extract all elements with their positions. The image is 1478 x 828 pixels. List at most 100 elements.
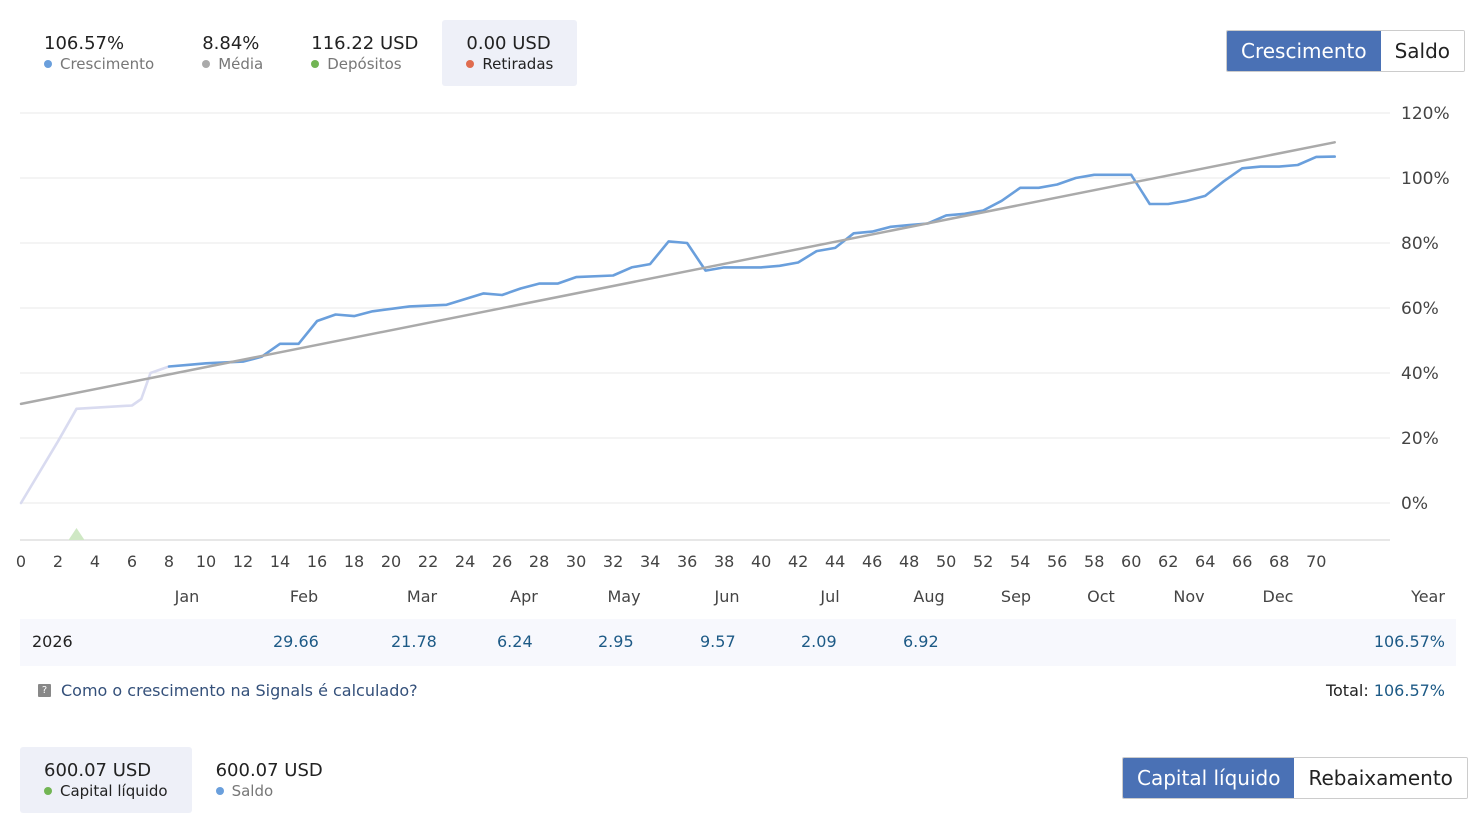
month-value-mar: 6.24 <box>497 632 533 651</box>
balance-tab-button[interactable]: Saldo <box>1380 31 1465 71</box>
x-tick-label: 18 <box>344 552 364 571</box>
x-tick-label: 62 <box>1158 552 1178 571</box>
growth-dot-icon <box>44 60 52 68</box>
month-value-jul: 6.92 <box>903 632 939 651</box>
x-tick-label: 56 <box>1047 552 1067 571</box>
x-tick-label: 44 <box>825 552 845 571</box>
x-tick-label: 52 <box>973 552 993 571</box>
total-label: Total: <box>1325 681 1369 700</box>
x-tick-label: 16 <box>307 552 327 571</box>
stat-growth-label: Crescimento <box>60 55 155 73</box>
y-tick-label: 60% <box>1401 299 1439 319</box>
x-tick-label: 58 <box>1084 552 1104 571</box>
month-label: Apr <box>510 587 538 606</box>
withdrawals-dot-icon <box>466 60 475 68</box>
month-label: Jun <box>714 587 740 606</box>
month-label: Feb <box>290 587 318 606</box>
growth-tab-button[interactable]: Crescimento <box>1227 31 1381 71</box>
equity-chart-toggle: Capital líquido Rebaixamento <box>1122 757 1468 799</box>
year-row: 2026 29.66 21.78 6.24 2.95 9.57 2.09 6.9… <box>20 619 1456 666</box>
month-label: Jul <box>819 587 839 606</box>
x-tick-label: 34 <box>640 552 660 571</box>
stat-deposits[interactable]: 116.22 USD Depósitos <box>287 20 442 86</box>
stat-equity[interactable]: 600.07 USD Capital líquido <box>20 747 192 813</box>
stat-average-value: 8.84% <box>202 33 260 54</box>
y-tick-label: 20% <box>1401 429 1439 449</box>
x-tick-label: 8 <box>164 552 174 571</box>
growth-help-link[interactable]: ? Como o crescimento na Signals é calcul… <box>38 681 418 700</box>
stat-deposits-label: Depósitos <box>327 55 402 73</box>
stat-withdrawals-label: Retiradas <box>482 55 554 73</box>
series-line-trend <box>19 141 1336 406</box>
help-icon: ? <box>38 684 51 697</box>
x-tick-label: 38 <box>714 552 734 571</box>
equity-stats: 600.07 USD Capital líquido 600.07 USD Sa… <box>20 747 347 813</box>
month-label: Mar <box>407 587 438 606</box>
month-label: Dec <box>1263 587 1294 606</box>
x-tick-label: 28 <box>529 552 549 571</box>
month-value-feb: 21.78 <box>391 632 437 651</box>
x-tick-label: 20 <box>381 552 401 571</box>
y-tick-label: 80% <box>1401 234 1439 254</box>
growth-chart: 120%100%80%60%40%20%0%0 2 4 6 8 10 12 14 16 18 20 2… <box>16 104 1450 606</box>
month-value-apr: 2.95 <box>598 632 634 651</box>
stat-withdrawals[interactable]: 0.00 USD Retiradas <box>442 20 578 86</box>
equity-dot-icon <box>44 787 52 795</box>
x-tick-label: 50 <box>936 552 956 571</box>
growth-stats: 106.57% Crescimento 8.84% Média 116.22 U… <box>20 20 578 86</box>
total-growth: Total: 106.57% <box>1326 681 1445 700</box>
stat-balance-value: 600.07 USD <box>215 760 323 781</box>
x-tick-label: 6 <box>127 552 137 571</box>
stat-average[interactable]: 8.84% Média <box>178 20 287 86</box>
x-tick-label: 46 <box>862 552 882 571</box>
month-label: Sep <box>1001 587 1031 606</box>
series-line-growth <box>167 155 1336 368</box>
x-tick-label: 36 <box>677 552 697 571</box>
month-label: Jan <box>174 587 200 606</box>
month-value-may: 9.57 <box>700 632 736 651</box>
drawdown-tab-button[interactable]: Rebaixamento <box>1294 758 1467 798</box>
x-tick-label: 4 <box>90 552 100 571</box>
stat-deposits-value: 116.22 USD <box>311 33 419 54</box>
stat-average-label: Média <box>218 55 264 73</box>
stat-balance-label: Saldo <box>231 782 274 800</box>
average-dot-icon <box>202 60 211 68</box>
stat-growth[interactable]: 106.57% Crescimento <box>20 20 178 86</box>
balance-dot-icon <box>215 787 224 795</box>
x-tick-label: 26 <box>492 552 512 571</box>
y-tick-label: 120% <box>1401 104 1450 124</box>
y-tick-label: 40% <box>1401 364 1439 384</box>
x-tick-label: 2 <box>53 552 63 571</box>
x-tick-label: 64 <box>1195 552 1215 571</box>
x-tick-label: 54 <box>1010 552 1030 571</box>
x-tick-label: 32 <box>603 552 623 571</box>
month-label: Year <box>1410 587 1445 606</box>
stat-growth-value: 106.57% <box>44 33 125 54</box>
x-tick-label: 24 <box>455 552 475 571</box>
stat-equity-label: Capital líquido <box>60 782 168 800</box>
month-value-jan: 29.66 <box>273 632 319 651</box>
x-tick-label: 42 <box>788 552 808 571</box>
x-tick-label: 0 <box>16 552 26 571</box>
growth-help-text: Como o crescimento na Signals é calculad… <box>61 681 418 700</box>
x-tick-label: 12 <box>233 552 253 571</box>
x-tick-label: 14 <box>270 552 290 571</box>
x-tick-label: 30 <box>566 552 586 571</box>
x-tick-label: 22 <box>418 552 438 571</box>
chart-type-toggle: Crescimento Saldo <box>1226 30 1466 72</box>
x-tick-label: 60 <box>1121 552 1141 571</box>
equity-tab-button[interactable]: Capital líquido <box>1123 758 1295 798</box>
month-label: Aug <box>913 587 944 606</box>
x-tick-label: 10 <box>196 552 216 571</box>
month-label: Oct <box>1087 587 1115 606</box>
x-tick-label: 68 <box>1269 552 1289 571</box>
x-tick-label: 40 <box>751 552 771 571</box>
y-tick-label: 100% <box>1401 169 1450 189</box>
series-line-faded <box>19 365 171 505</box>
deposit-marker-icon <box>68 528 85 540</box>
x-tick-label: 48 <box>899 552 919 571</box>
stat-balance[interactable]: 600.07 USD Saldo <box>192 747 347 813</box>
x-tick-label: 70 <box>1306 552 1326 571</box>
stat-equity-value: 600.07 USD <box>44 760 152 781</box>
month-label: May <box>607 587 640 606</box>
